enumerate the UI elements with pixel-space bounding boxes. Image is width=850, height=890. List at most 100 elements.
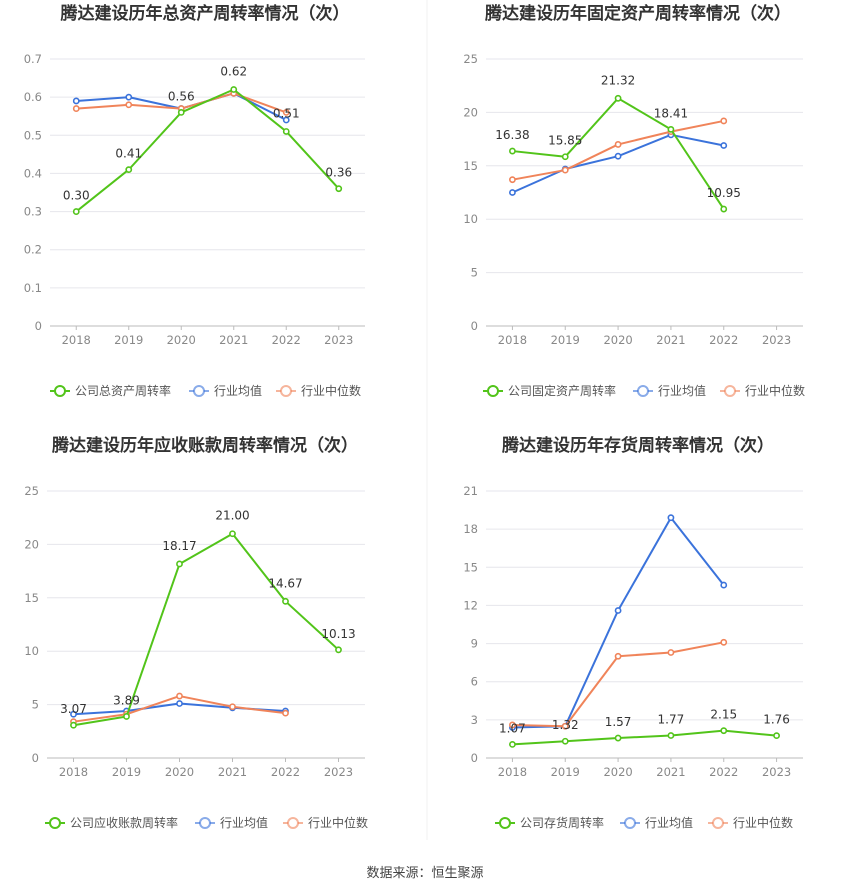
- y-tick-label: 0: [35, 319, 42, 333]
- x-tick-label: 2021: [219, 333, 248, 347]
- data-point-median: [282, 709, 289, 717]
- series-line-company: [73, 532, 340, 727]
- legend-marker: [199, 817, 211, 829]
- x-tick-label: 2019: [114, 333, 143, 347]
- legend-item-company: 公司总资产周转率: [50, 383, 171, 398]
- legend-marker: [54, 385, 66, 397]
- legend-item-avg: 行业均值: [620, 815, 693, 830]
- data-point-avg: [667, 514, 675, 522]
- chart-panel-4: 腾达建设历年存货周转率情况（次） 0 3 6 9 12 15 18 21 2018 2019 2020…: [463, 435, 803, 830]
- data-point-company: [335, 646, 342, 654]
- data-point-median: [229, 703, 236, 711]
- data-label: 1.76: [763, 713, 790, 727]
- x-tick-label: 2018: [498, 765, 527, 779]
- y-tick-label: 10: [463, 212, 478, 226]
- data-point-median: [614, 652, 622, 660]
- data-label: 2.15: [710, 708, 737, 722]
- y-tick-label: 15: [463, 560, 478, 574]
- data-label: 0.56: [168, 89, 195, 103]
- data-label: 15.85: [548, 134, 582, 148]
- legend-label: 行业均值: [645, 815, 693, 830]
- y-tick-label: 25: [463, 52, 478, 66]
- data-label: 0.51: [273, 106, 300, 120]
- data-label: 0.30: [63, 189, 90, 203]
- legend-item-median: 行业中位数: [720, 383, 805, 398]
- data-point-company: [614, 734, 622, 742]
- y-tick-label: 0: [471, 319, 478, 333]
- data-point-median: [125, 101, 133, 109]
- data-label: 10.13: [321, 627, 355, 641]
- y-tick-label: 20: [463, 105, 478, 119]
- data-point-median: [282, 109, 290, 116]
- legend-label: 公司总资产周转率: [75, 383, 171, 398]
- y-tick-label: 5: [471, 266, 478, 280]
- data-point-company: [509, 740, 516, 748]
- x-tick-label: 2019: [551, 765, 580, 779]
- chart-panel-2: 腾达建设历年固定资产周转率情况（次） 0 5 10 15 20 25 2018 2019 2020…: [463, 3, 805, 398]
- data-label: 14.67: [268, 576, 302, 590]
- data-point-avg: [72, 97, 80, 105]
- y-tick-label: 0.6: [24, 90, 42, 104]
- data-point-company: [177, 109, 185, 116]
- x-tick-label: 2018: [498, 333, 527, 347]
- y-tick-label: 12: [463, 598, 478, 612]
- series-line-company: [75, 88, 340, 213]
- legend-label: 行业中位数: [308, 815, 368, 830]
- legend-item-avg: 行业均值: [195, 815, 268, 830]
- y-tick-label: 0: [471, 751, 478, 765]
- data-label: 21.32: [601, 73, 635, 87]
- series-line-median: [73, 695, 286, 723]
- data-label: 16.38: [495, 128, 529, 142]
- data-label: 0.36: [325, 166, 352, 180]
- data-point-median: [509, 721, 516, 729]
- x-tick-label: 2022: [709, 333, 738, 347]
- data-point-company: [720, 205, 728, 213]
- data-point-avg: [509, 189, 516, 196]
- data-point-company: [70, 721, 77, 729]
- legend-marker: [49, 817, 61, 829]
- legend-item-company: 公司固定资产周转率: [483, 383, 616, 398]
- data-point-company: [125, 166, 133, 174]
- chart-title: 腾达建设历年应收账款周转率情况（次）: [52, 435, 358, 456]
- x-tick-label: 2018: [62, 333, 91, 347]
- x-tick-label: 2023: [762, 765, 791, 779]
- legend-marker: [287, 817, 299, 829]
- data-point-company: [230, 86, 238, 93]
- data-point-avg: [720, 142, 728, 149]
- y-tick-label: 0.1: [24, 281, 42, 295]
- y-tick-label: 20: [24, 537, 39, 551]
- y-tick-label: 0.5: [24, 128, 42, 142]
- data-label: 18.41: [654, 106, 688, 120]
- y-tick-label: 5: [32, 698, 39, 712]
- data-label: 21.00: [215, 509, 249, 523]
- data-point-company: [667, 732, 675, 739]
- chart-title: 腾达建设历年存货周转率情况（次）: [502, 435, 774, 456]
- legend-label: 行业均值: [220, 815, 268, 830]
- data-label: 1.07: [499, 721, 526, 735]
- data-point-company: [335, 185, 343, 193]
- y-tick-label: 0.7: [24, 52, 42, 66]
- x-tick-label: 2023: [324, 333, 353, 347]
- legend-label: 行业中位数: [733, 815, 793, 830]
- y-tick-label: 0.2: [24, 243, 42, 257]
- data-point-avg: [614, 607, 622, 614]
- data-label: 0.62: [220, 65, 247, 79]
- x-tick-label: 2018: [59, 765, 88, 779]
- data-point-avg: [70, 710, 77, 718]
- x-tick-label: 2020: [167, 333, 196, 347]
- data-point-company: [282, 597, 289, 605]
- data-point-avg: [176, 700, 183, 707]
- data-point-avg: [614, 152, 622, 160]
- legend-marker: [499, 817, 511, 829]
- legend-label: 公司存货周转率: [520, 815, 604, 830]
- data-label: 0.41: [115, 147, 142, 161]
- data-point-company: [282, 128, 290, 135]
- data-point-company: [176, 560, 183, 568]
- legend-label: 行业均值: [658, 383, 706, 398]
- data-label: 18.17: [162, 539, 196, 553]
- legend-item-company: 公司存货周转率: [495, 815, 604, 830]
- x-tick-label: 2021: [218, 765, 247, 779]
- x-tick-label: 2021: [656, 765, 685, 779]
- data-point-company: [72, 208, 80, 215]
